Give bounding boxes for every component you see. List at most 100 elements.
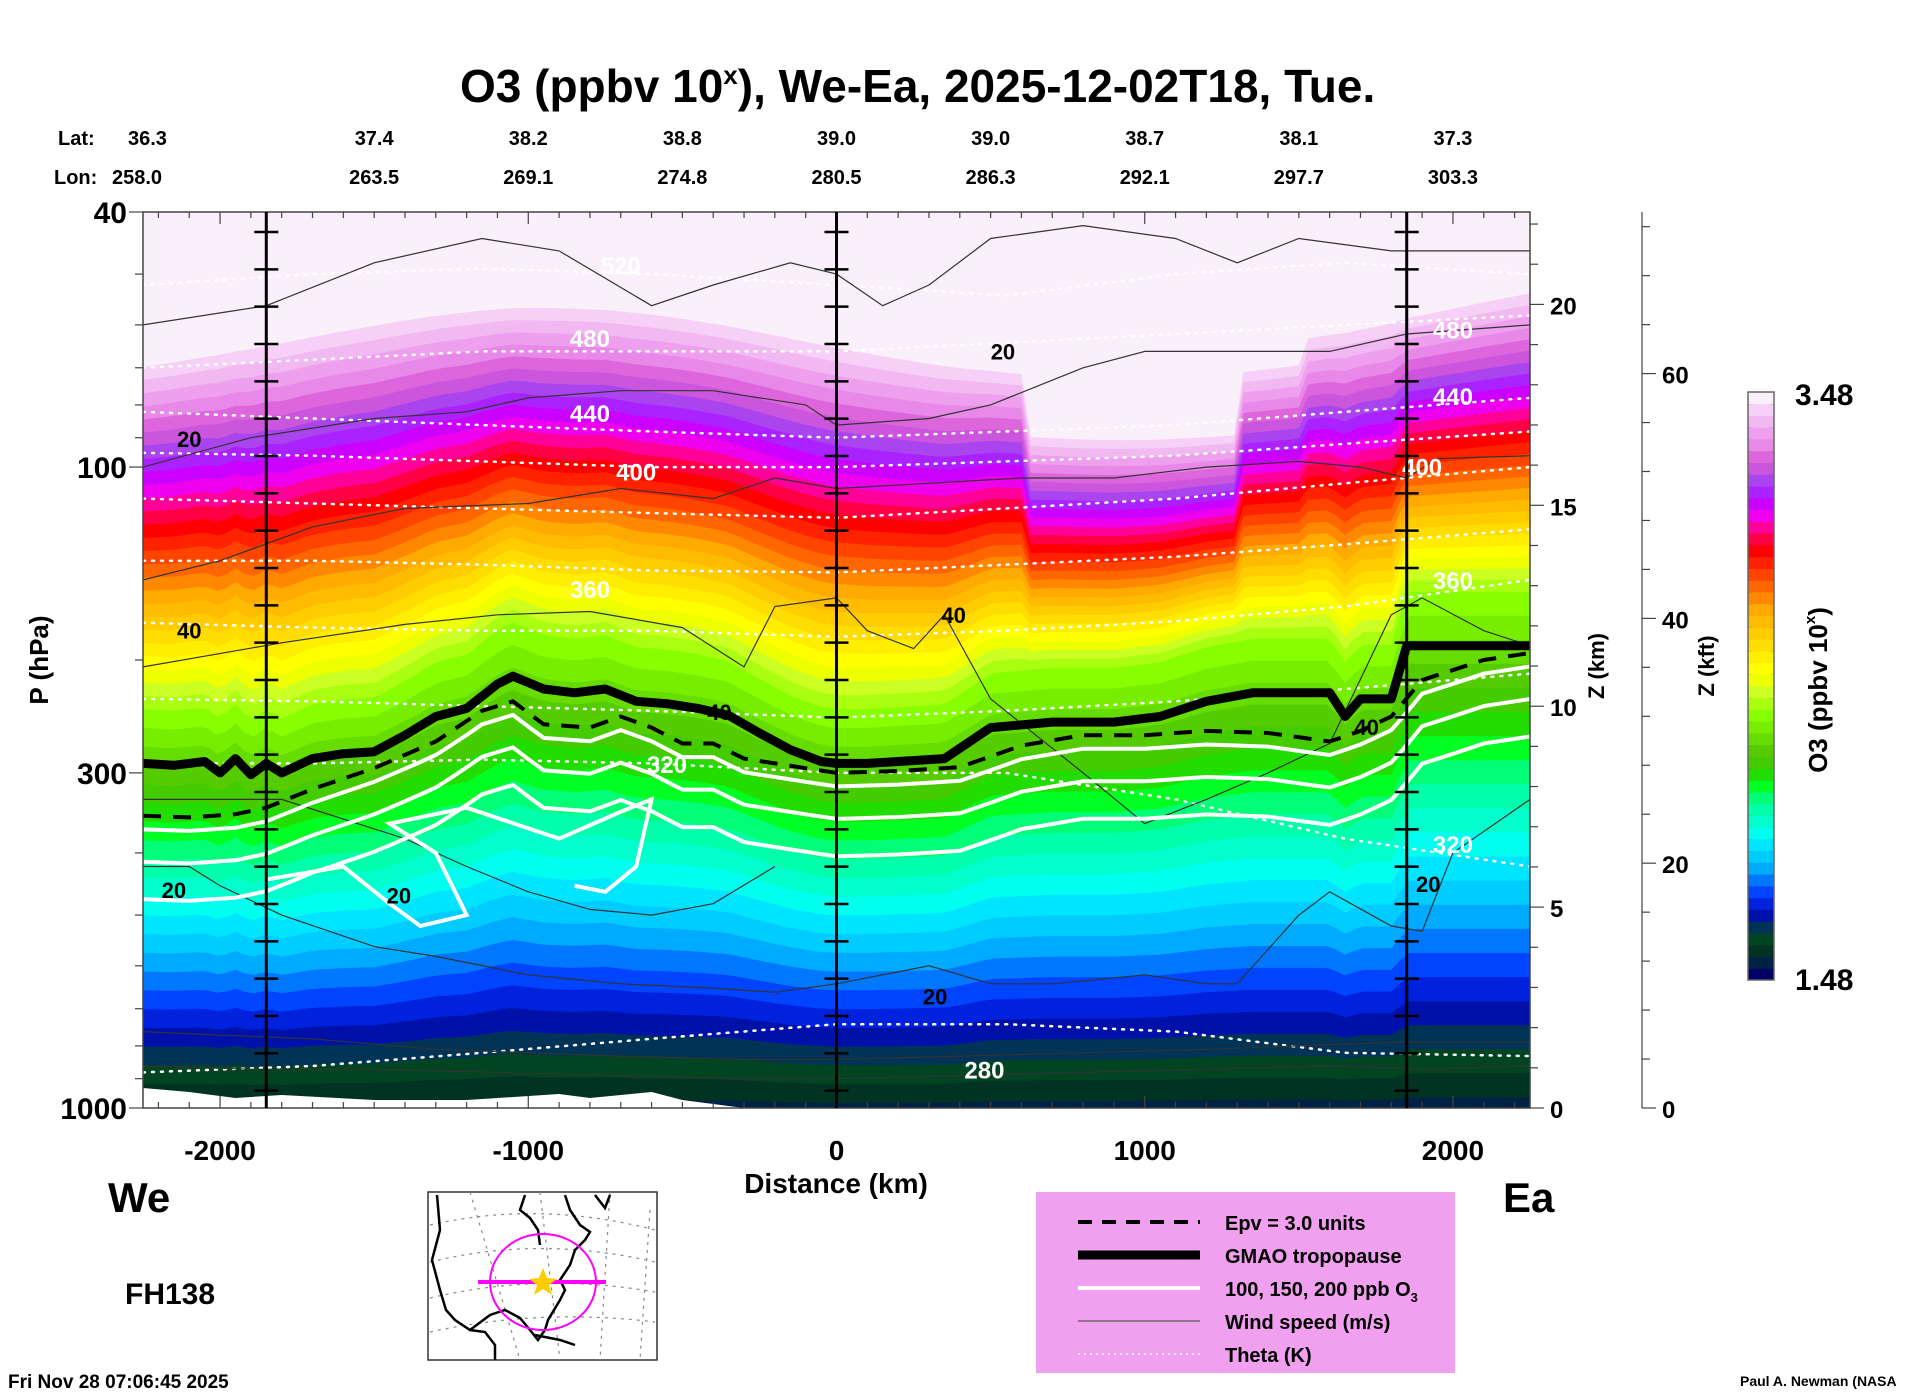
colorbar-swatch	[1748, 697, 1774, 711]
colorbar-swatch	[1748, 462, 1774, 475]
coastline	[430, 1194, 612, 1360]
colorbar-swatch	[1748, 427, 1774, 440]
colorbar-swatch	[1748, 850, 1774, 863]
wind-label: 40	[941, 603, 965, 628]
legend-label: 100, 150, 200 ppb O3	[1225, 1279, 1418, 1305]
lat-value: 38.7	[1125, 128, 1164, 150]
z-kft-tick-label: 60	[1662, 363, 1689, 390]
colorbar-swatch	[1748, 709, 1774, 722]
colorbar-swatch	[1748, 791, 1774, 805]
z-km-tick-label: 10	[1550, 695, 1577, 722]
colorbar-min-label: 1.48	[1795, 964, 1853, 997]
lon-value: 297.7	[1274, 167, 1324, 189]
lon-value: 280.5	[811, 167, 861, 189]
lon-value: 292.1	[1120, 167, 1170, 189]
colorbar-swatch	[1748, 968, 1774, 981]
z-km-tick-label: 5	[1550, 896, 1563, 923]
colorbar-swatch	[1748, 768, 1774, 781]
x-tick-label: 0	[829, 1135, 845, 1166]
colorbar-swatch	[1748, 415, 1774, 428]
colorbar-swatch	[1748, 827, 1774, 840]
lat-value: 38.8	[663, 128, 702, 150]
lat-value: 36.3	[128, 128, 167, 150]
colorbar-swatch	[1748, 544, 1774, 558]
theta-label: 280	[964, 1058, 1004, 1085]
epv-3pvu-line	[143, 651, 1530, 820]
colorbar-swatch	[1748, 580, 1774, 593]
lat-value: 39.0	[971, 128, 1010, 150]
wind-speed-contour	[143, 597, 1530, 825]
lon-value: 258.0	[112, 167, 162, 189]
z-kft-axis-label: Z (kft)	[1694, 635, 1719, 696]
lat-value: 38.1	[1279, 128, 1318, 150]
colorbar	[1747, 391, 1775, 981]
theta-label: 320	[647, 752, 687, 779]
y-tick-label: 300	[77, 758, 127, 791]
author-credit: Paul A. Newman (NASA	[1740, 1373, 1897, 1389]
colorbar-swatch	[1748, 556, 1774, 569]
ozone-band	[143, 1113, 1530, 1122]
colorbar-swatch	[1748, 509, 1774, 522]
x-axis-label: Distance (km)	[744, 1168, 928, 1199]
colorbar-swatch	[1748, 392, 1774, 405]
z-km-axis-label: Z (km)	[1584, 633, 1609, 699]
theta-label: 480	[1433, 317, 1473, 344]
colorbar-swatch	[1748, 450, 1774, 464]
z-km-tick-label: 20	[1550, 293, 1577, 320]
legend: Epv = 3.0 units GMAO tropopause 100, 150, …	[1036, 1192, 1455, 1373]
map-inset	[427, 1191, 658, 1361]
colorbar-swatch	[1748, 909, 1774, 922]
colorbar-swatch	[1748, 897, 1774, 910]
theta-label: 320	[1433, 832, 1473, 859]
lon-label: Lon:	[54, 167, 97, 189]
theta-label: 400	[616, 460, 656, 487]
z-kft-tick-label: 0	[1662, 1097, 1675, 1124]
center-star-icon	[529, 1268, 557, 1295]
generation-timestamp: Fri Nov 28 07:06:45 2025	[8, 1372, 229, 1393]
theta-label: 520	[601, 253, 641, 280]
y-tick-label: 100	[77, 452, 127, 485]
x-tick-label: 2000	[1422, 1135, 1484, 1166]
colorbar-swatch	[1748, 662, 1774, 675]
wind-speed-contour	[143, 798, 1530, 993]
colorbar-swatch	[1748, 885, 1774, 899]
chart-title: O3 (ppbv 10x), We-Ea, 2025-12-02T18, Tue…	[460, 60, 1375, 112]
z-kft-tick-label: 40	[1662, 607, 1689, 634]
theta-label: 400	[1402, 454, 1442, 481]
colorbar-swatch	[1748, 568, 1774, 581]
lat-value: 39.0	[817, 128, 856, 150]
y-axis-label: P (hPa)	[24, 615, 54, 704]
z-km-tick-label: 0	[1550, 1097, 1563, 1124]
wind-label: 40	[177, 618, 201, 643]
theta-label: 440	[1433, 384, 1473, 411]
lon-value: 303.3	[1428, 167, 1478, 189]
wind-label: 40	[707, 700, 731, 725]
colorbar-swatch	[1748, 744, 1774, 758]
lon-value: 269.1	[503, 167, 553, 189]
wind-label: 20	[991, 340, 1015, 365]
colorbar-swatch	[1748, 615, 1774, 628]
wind-label: 40	[1354, 715, 1378, 740]
colorbar-swatch	[1748, 780, 1774, 793]
colorbar-swatch	[1748, 674, 1774, 687]
y-tick-label: 1000	[60, 1093, 127, 1126]
z-km-tick-label: 15	[1550, 494, 1577, 521]
colorbar-swatch	[1748, 439, 1774, 452]
tropopause-line	[143, 641, 1530, 780]
theta-label: 440	[570, 401, 610, 428]
x-tick-label: -2000	[184, 1135, 256, 1166]
wind-speed-contour	[143, 455, 1530, 581]
wind-label: 20	[1416, 872, 1440, 897]
legend-label: Theta (K)	[1225, 1345, 1312, 1367]
wind-speed-contour	[143, 798, 776, 916]
colorbar-frame	[1747, 391, 1775, 981]
colorbar-swatch	[1748, 756, 1774, 769]
colorbar-swatch	[1748, 486, 1774, 499]
y-tick-label: 40	[94, 197, 127, 230]
x-tick-label: -1000	[492, 1135, 564, 1166]
lat-value: 37.4	[355, 128, 395, 150]
terrain-mask	[143, 1088, 745, 1108]
west-end-label: We	[108, 1174, 170, 1221]
colorbar-swatch	[1748, 733, 1774, 746]
z-kft-tick-label: 20	[1662, 852, 1689, 879]
